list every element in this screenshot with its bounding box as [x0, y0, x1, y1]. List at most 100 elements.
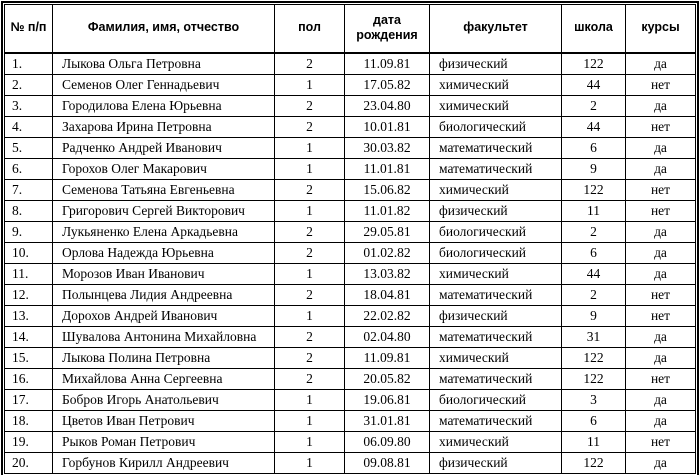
- gender-cell: 1: [274, 73, 345, 96]
- full-name-cell: Дорохов Андрей Иванович: [52, 304, 275, 327]
- gender-cell: 1: [274, 136, 345, 159]
- school-cell: 44: [561, 73, 626, 96]
- full-name-cell: Бобров Игорь Анатольевич: [52, 388, 275, 411]
- table-row: 9. Лукьяненко Елена Аркадьевна 2 29.05.81 би…: [4, 220, 696, 243]
- table-body: 1. Лыкова Ольга Петровна 2 11.09.81 физическ…: [4, 52, 696, 474]
- school-cell: 122: [561, 52, 626, 75]
- school-cell: 44: [561, 115, 626, 138]
- birth-date-cell: 22.02.82: [344, 304, 430, 327]
- table-row: 5. Радченко Андрей Иванович 1 30.03.82 матем…: [4, 136, 696, 159]
- courses-cell: да: [625, 157, 696, 180]
- school-cell: 9: [561, 157, 626, 180]
- header-full-name: Фамилия, имя, отчество: [52, 4, 275, 54]
- full-name-cell: Шувалова Антонина Михайловна: [52, 325, 275, 348]
- birth-date-cell: 11.01.82: [344, 199, 430, 222]
- birth-date-cell: 06.09.80: [344, 430, 430, 453]
- full-name-cell: Семенов Олег Геннадьевич: [52, 73, 275, 96]
- faculty-cell: физический: [429, 304, 562, 327]
- faculty-cell: математический: [429, 157, 562, 180]
- row-number-cell: 19.: [4, 430, 53, 453]
- school-cell: 6: [561, 136, 626, 159]
- row-number-cell: 6.: [4, 157, 53, 180]
- table-row: 13. Дорохов Андрей Иванович 1 22.02.82 физич…: [4, 304, 696, 327]
- school-cell: 6: [561, 409, 626, 432]
- faculty-cell: математический: [429, 283, 562, 306]
- table-row: 16. Михайлова Анна Сергеевна 2 20.05.82 мате…: [4, 367, 696, 390]
- table-header: № п/п Фамилия, имя, отчество пол дата ро…: [4, 4, 696, 54]
- full-name-cell: Горбунов Кирилл Андреевич: [52, 451, 275, 474]
- courses-cell: да: [625, 262, 696, 285]
- row-number-cell: 13.: [4, 304, 53, 327]
- school-cell: 9: [561, 304, 626, 327]
- courses-cell: да: [625, 241, 696, 264]
- full-name-cell: Городилова Елена Юрьевна: [52, 94, 275, 117]
- birth-date-cell: 18.04.81: [344, 283, 430, 306]
- birth-date-cell: 11.09.81: [344, 52, 430, 75]
- gender-cell: 2: [274, 325, 345, 348]
- school-cell: 2: [561, 283, 626, 306]
- courses-cell: да: [625, 220, 696, 243]
- full-name-cell: Семенова Татьяна Евгеньевна: [52, 178, 275, 201]
- row-number-cell: 17.: [4, 388, 53, 411]
- row-number-cell: 11.: [4, 262, 53, 285]
- full-name-cell: Рыков Роман Петрович: [52, 430, 275, 453]
- faculty-cell: биологический: [429, 388, 562, 411]
- row-number-cell: 12.: [4, 283, 53, 306]
- school-cell: 11: [561, 199, 626, 222]
- school-cell: 2: [561, 220, 626, 243]
- row-number-cell: 18.: [4, 409, 53, 432]
- row-number-cell: 3.: [4, 94, 53, 117]
- header-gender: пол: [274, 4, 345, 54]
- students-table: № п/п Фамилия, имя, отчество пол дата ро…: [4, 4, 696, 474]
- full-name-cell: Полынцева Лидия Андреевна: [52, 283, 275, 306]
- school-cell: 122: [561, 346, 626, 369]
- birth-date-cell: 11.09.81: [344, 346, 430, 369]
- courses-cell: да: [625, 94, 696, 117]
- school-cell: 44: [561, 262, 626, 285]
- table-row: 15. Лыкова Полина Петровна 2 11.09.81 химиче…: [4, 346, 696, 369]
- gender-cell: 1: [274, 451, 345, 474]
- courses-cell: нет: [625, 178, 696, 201]
- birth-date-cell: 31.01.81: [344, 409, 430, 432]
- faculty-cell: химический: [429, 346, 562, 369]
- courses-cell: нет: [625, 283, 696, 306]
- row-number-cell: 4.: [4, 115, 53, 138]
- courses-cell: нет: [625, 304, 696, 327]
- gender-cell: 1: [274, 157, 345, 180]
- row-number-cell: 2.: [4, 73, 53, 96]
- courses-cell: да: [625, 388, 696, 411]
- header-row: № п/п Фамилия, имя, отчество пол дата ро…: [4, 4, 696, 54]
- table-row: 1. Лыкова Ольга Петровна 2 11.09.81 физическ…: [4, 52, 696, 75]
- table-row: 18. Цветов Иван Петрович 1 31.01.81 математи…: [4, 409, 696, 432]
- school-cell: 2: [561, 94, 626, 117]
- courses-cell: нет: [625, 73, 696, 96]
- school-cell: 31: [561, 325, 626, 348]
- school-cell: 6: [561, 241, 626, 264]
- table-row: 20. Горбунов Кирилл Андреевич 1 09.08.81 физ…: [4, 451, 696, 474]
- table-row: 3. Городилова Елена Юрьевна 2 23.04.80 химич…: [4, 94, 696, 117]
- birth-date-cell: 30.03.82: [344, 136, 430, 159]
- full-name-cell: Лукьяненко Елена Аркадьевна: [52, 220, 275, 243]
- row-number-cell: 10.: [4, 241, 53, 264]
- row-number-cell: 14.: [4, 325, 53, 348]
- gender-cell: 2: [274, 346, 345, 369]
- birth-date-cell: 17.05.82: [344, 73, 430, 96]
- gender-cell: 2: [274, 94, 345, 117]
- courses-cell: да: [625, 451, 696, 474]
- table-row: 4. Захарова Ирина Петровна 2 10.01.81 биолог…: [4, 115, 696, 138]
- faculty-cell: биологический: [429, 241, 562, 264]
- gender-cell: 1: [274, 304, 345, 327]
- birth-date-cell: 20.05.82: [344, 367, 430, 390]
- full-name-cell: Михайлова Анна Сергеевна: [52, 367, 275, 390]
- courses-cell: да: [625, 346, 696, 369]
- birth-date-cell: 11.01.81: [344, 157, 430, 180]
- full-name-cell: Лыкова Ольга Петровна: [52, 52, 275, 75]
- table-row: 6. Горохов Олег Макарович 1 11.01.81 математ…: [4, 157, 696, 180]
- birth-date-cell: 01.02.82: [344, 241, 430, 264]
- faculty-cell: математический: [429, 136, 562, 159]
- gender-cell: 2: [274, 52, 345, 75]
- row-number-cell: 5.: [4, 136, 53, 159]
- table-row: 12. Полынцева Лидия Андреевна 2 18.04.81 мат…: [4, 283, 696, 306]
- gender-cell: 2: [274, 283, 345, 306]
- gender-cell: 1: [274, 388, 345, 411]
